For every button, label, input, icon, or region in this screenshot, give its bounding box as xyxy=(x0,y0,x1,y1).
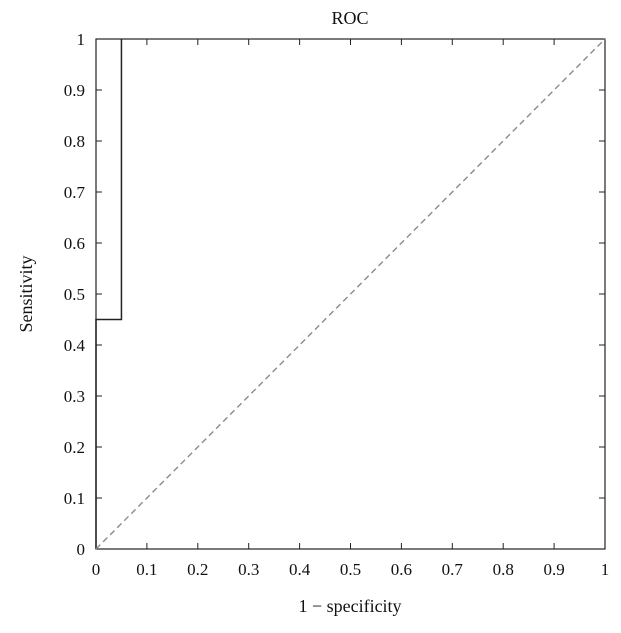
x-axis: 0 0.1 0.2 0.3 0.4 0.5 0.6 0.7 0.8 0.9 1 xyxy=(92,39,610,579)
y-tick-label: 0.1 xyxy=(64,489,85,508)
reference-diagonal-line xyxy=(95,38,606,550)
y-tick-label: 0.9 xyxy=(64,81,85,100)
x-axis-label: 1 − specificity xyxy=(298,596,401,616)
x-tick-label: 0.2 xyxy=(187,560,208,579)
y-tick-label: 0.5 xyxy=(64,285,85,304)
x-tick-label: 0.1 xyxy=(136,560,157,579)
y-axis: 0 0.1 0.2 0.3 0.4 0.5 0.6 0.7 0.8 0.9 1 xyxy=(64,30,605,559)
y-tick-label: 0.6 xyxy=(64,234,85,253)
y-tick-label: 0.7 xyxy=(64,183,86,202)
x-tick-label: 0.8 xyxy=(493,560,514,579)
y-tick-label: 0 xyxy=(77,540,86,559)
y-tick-label: 1 xyxy=(77,30,86,49)
x-tick-label: 0.6 xyxy=(391,560,412,579)
x-tick-label: 0.7 xyxy=(442,560,464,579)
y-tick-label: 0.3 xyxy=(64,387,85,406)
y-axis-label: Sensitivity xyxy=(16,255,36,332)
x-tick-label: 0.3 xyxy=(238,560,259,579)
y-tick-label: 0.4 xyxy=(64,336,86,355)
y-tick-label: 0.2 xyxy=(64,438,85,457)
x-tick-label: 0.5 xyxy=(340,560,361,579)
y-tick-label: 0.8 xyxy=(64,132,85,151)
roc-curve-line xyxy=(95,39,123,549)
x-tick-label: 0 xyxy=(92,560,101,579)
x-tick-label: 0.4 xyxy=(289,560,311,579)
series-layer xyxy=(95,38,606,550)
chart-title: ROC xyxy=(331,8,368,28)
x-tick-label: 0.9 xyxy=(543,560,564,579)
x-tick-label: 1 xyxy=(601,560,610,579)
